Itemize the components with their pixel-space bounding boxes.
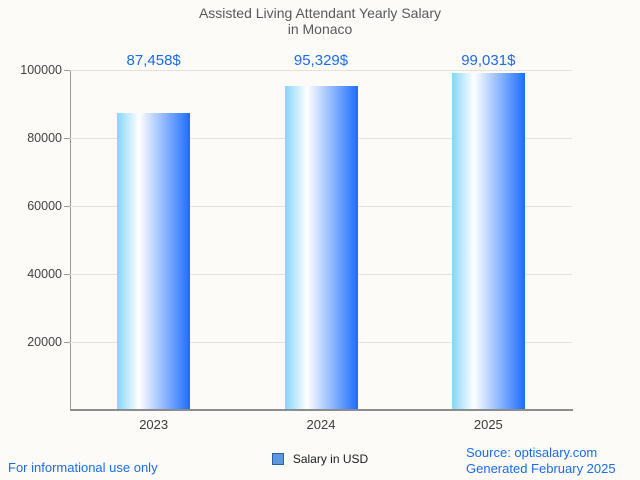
y-tick-label: 80000 bbox=[27, 131, 62, 145]
x-tick-label: 2025 bbox=[473, 417, 503, 432]
gridline bbox=[70, 69, 572, 71]
bar-value-label: 99,031$ bbox=[461, 52, 516, 69]
x-tick-label: 2023 bbox=[139, 417, 169, 432]
y-tick-label: 60000 bbox=[27, 199, 62, 213]
x-tick-label: 2024 bbox=[306, 417, 336, 432]
legend-swatch-icon bbox=[271, 453, 284, 465]
y-axis-tick bbox=[64, 205, 70, 207]
y-axis-tick bbox=[64, 69, 70, 71]
y-tick-label: 40000 bbox=[27, 267, 62, 281]
legend-series-label: Salary in USD bbox=[292, 452, 369, 466]
disclaimer-text: For informational use only bbox=[8, 460, 158, 475]
y-tick-label: 20000 bbox=[27, 335, 62, 349]
generated-date-text: Generated February 2025 bbox=[466, 460, 616, 476]
chart-title-line1: Assisted Living Attendant Yearly Salary bbox=[198, 5, 442, 21]
y-axis-tick bbox=[64, 273, 70, 275]
bar-2025 bbox=[451, 73, 525, 409]
bar-value-label: 95,329$ bbox=[293, 52, 349, 69]
source-text: Source: optisalary.com bbox=[466, 445, 598, 460]
y-axis-tick bbox=[64, 341, 70, 343]
bar-value-label: 87,458$ bbox=[126, 52, 181, 69]
chart-title-line2: in Monaco bbox=[287, 21, 353, 37]
x-axis-line bbox=[70, 409, 573, 411]
bar-2023 bbox=[117, 112, 191, 409]
legend: Salary in USD bbox=[0, 452, 640, 466]
y-tick-label: 100000 bbox=[20, 63, 62, 77]
bar-2024 bbox=[284, 85, 358, 409]
source-block: Source: optisalary.com Generated Februar… bbox=[466, 445, 616, 476]
y-axis-line bbox=[70, 70, 71, 410]
y-axis-tick bbox=[64, 137, 70, 139]
